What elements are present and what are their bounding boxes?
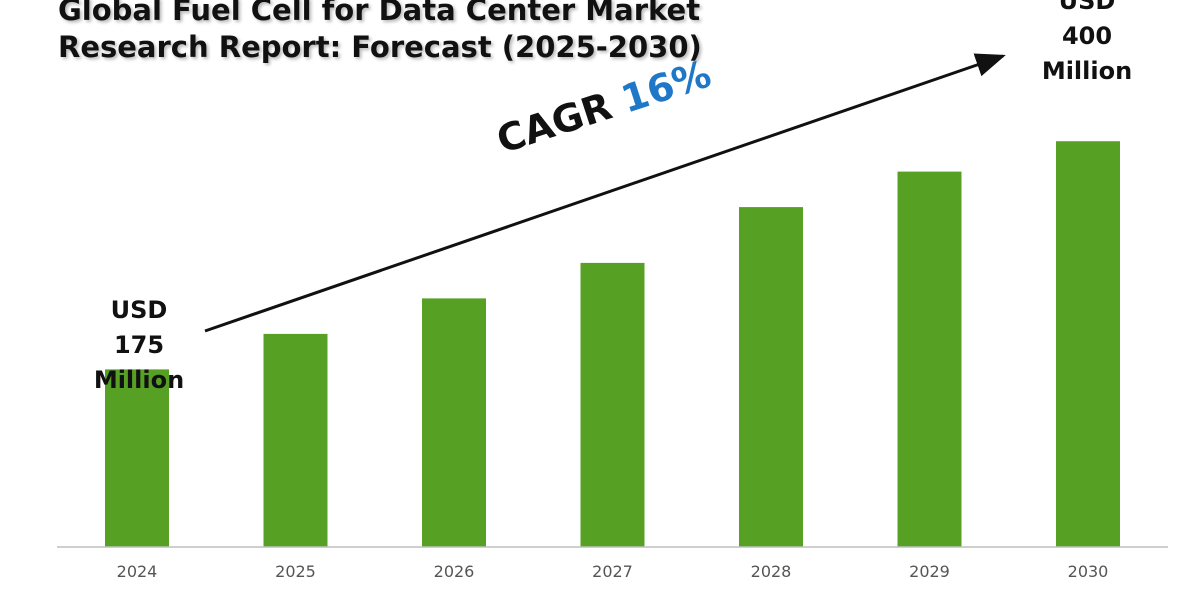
start-value-label: USD 175 Million — [59, 293, 219, 398]
trend-arrow — [204, 53, 1006, 333]
bar-2024 — [105, 369, 169, 547]
x-tick-label-2025: 2025 — [275, 562, 316, 581]
x-tick-labels: 2024 2025 2026 2027 2028 2029 2030 — [117, 562, 1109, 581]
chart-title-line-2: Research Report: Forecast (2025-2030) — [58, 30, 702, 64]
bar-2028 — [739, 207, 803, 547]
end-value-label: USD 400 Million — [1007, 0, 1167, 89]
bar-2025 — [263, 333, 328, 547]
bar-2027 — [580, 262, 645, 547]
bar-2030 — [1056, 141, 1120, 547]
bar-2026 — [422, 298, 486, 547]
start-value-label-line-3: Million — [93, 366, 185, 394]
x-tick-label-2027: 2027 — [592, 562, 633, 581]
x-tick-label-2029: 2029 — [909, 562, 950, 581]
x-tick-label-2026: 2026 — [434, 562, 475, 581]
x-tick-label-2030: 2030 — [1068, 562, 1109, 581]
chart-title-line-1: Global Fuel Cell for Data Center Market — [58, 0, 701, 27]
bar-2029 — [897, 171, 962, 547]
x-tick-label-2024: 2024 — [117, 562, 158, 581]
end-value-label-line-2: 400 — [1061, 22, 1113, 50]
chart-title: Global Fuel Cell for Data Center Market … — [58, 0, 702, 66]
bars-group — [105, 141, 1120, 547]
end-value-label-line-1: USD — [1058, 0, 1116, 15]
x-tick-label-2028: 2028 — [751, 562, 792, 581]
start-value-label-line-1: USD — [110, 296, 168, 324]
end-value-label-line-3: Million — [1041, 57, 1133, 85]
start-value-label-line-2: 175 — [113, 331, 165, 359]
